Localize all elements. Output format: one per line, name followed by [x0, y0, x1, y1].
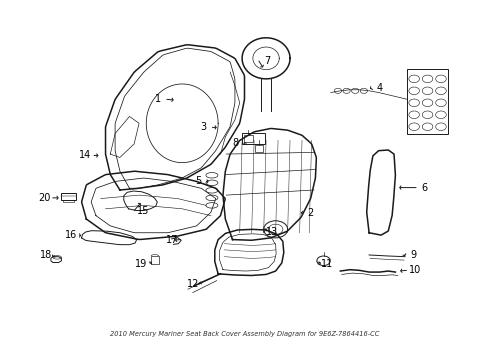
- Bar: [254, 144, 263, 152]
- Text: 20: 20: [38, 193, 50, 203]
- Text: 7: 7: [264, 56, 270, 66]
- Text: 15: 15: [137, 206, 149, 216]
- Bar: [242, 133, 264, 144]
- Text: 12: 12: [186, 279, 199, 289]
- Text: 1: 1: [155, 94, 161, 104]
- Bar: [244, 135, 252, 143]
- Text: 3: 3: [200, 122, 206, 132]
- Text: 13: 13: [265, 227, 278, 237]
- Bar: [151, 256, 159, 264]
- Bar: [407, 69, 447, 134]
- Text: 5: 5: [195, 176, 201, 186]
- Text: 14: 14: [79, 150, 91, 161]
- Text: 11: 11: [320, 259, 332, 269]
- Text: 17: 17: [165, 235, 178, 244]
- Text: 10: 10: [408, 265, 420, 275]
- Text: 8: 8: [232, 138, 239, 148]
- Text: 2010 Mercury Mariner Seat Back Cover Assembly Diagram for 9E6Z-7864416-CC: 2010 Mercury Mariner Seat Back Cover Ass…: [110, 331, 378, 337]
- Text: 16: 16: [65, 230, 77, 240]
- Text: 18: 18: [40, 250, 52, 260]
- Text: 2: 2: [307, 208, 313, 218]
- Bar: [63, 199, 74, 202]
- Bar: [61, 193, 76, 200]
- Text: 4: 4: [376, 84, 382, 93]
- Text: 9: 9: [409, 250, 415, 260]
- Text: 19: 19: [135, 258, 147, 269]
- Text: 6: 6: [421, 183, 427, 193]
